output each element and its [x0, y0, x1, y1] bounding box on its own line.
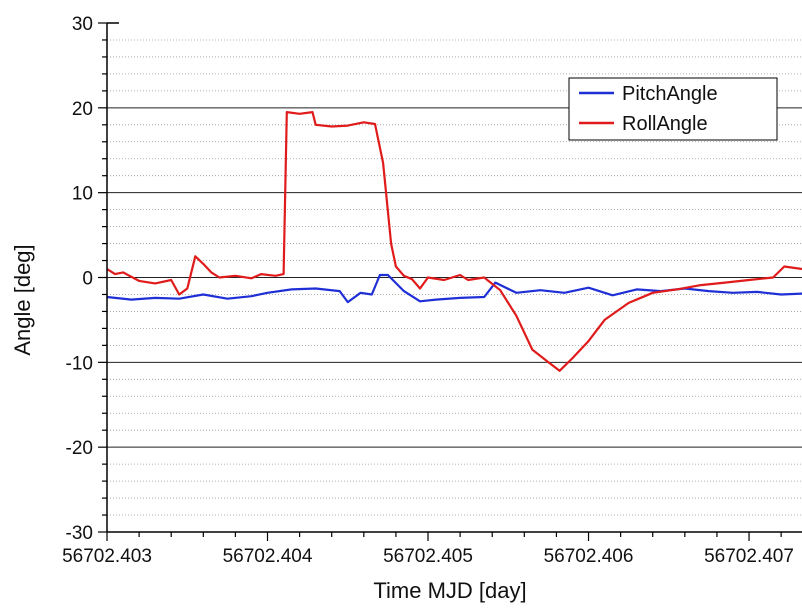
series-line-rollangle [106, 111, 802, 372]
y-tick-label: -30 [66, 523, 93, 544]
y-tick-label: 20 [72, 99, 93, 120]
minor-gridlines [107, 39, 802, 516]
y-tick-label: -20 [66, 438, 93, 459]
legend-label-roll: RollAngle [622, 113, 708, 135]
y-tick-label: -10 [66, 353, 93, 374]
legend: PitchAngle RollAngle [568, 77, 778, 141]
legend-label-pitch: PitchAngle [622, 83, 718, 105]
series-line-pitchangle [106, 273, 802, 304]
x-tick-label: 56702.403 [62, 546, 152, 567]
x-tick-label: 56702.407 [704, 546, 794, 567]
y-tick-label: 0 [82, 269, 93, 290]
tick-labels: -30 -20 -10 0 10 20 30 56702.403 56702.404 56702.… [62, 14, 794, 567]
x-tick-label: 56702.406 [544, 546, 634, 567]
axes [98, 22, 802, 541]
x-axis-title: Time MJD [day] [373, 578, 526, 603]
x-tick-label: 56702.405 [383, 546, 473, 567]
legend-box [568, 77, 778, 141]
y-axis-title: Angle [deg] [10, 244, 35, 355]
y-tick-label: 30 [72, 14, 93, 35]
series-lines [106, 111, 802, 372]
y-tick-label: 10 [72, 184, 93, 205]
x-tick-label: 56702.404 [223, 546, 313, 567]
